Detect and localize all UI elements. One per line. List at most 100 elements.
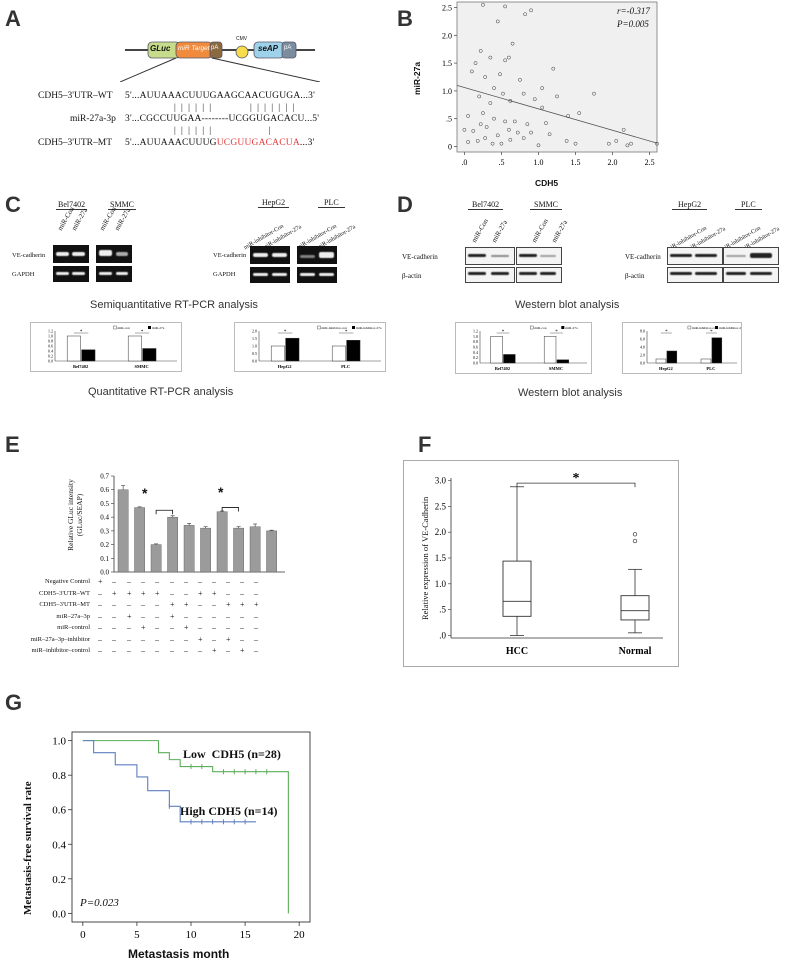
data-point — [471, 129, 476, 133]
panel-label-d: D — [397, 192, 413, 217]
legend-swatch — [317, 325, 321, 330]
e-sign-cell: + — [141, 588, 146, 598]
e-sign-cell: – — [112, 600, 116, 609]
band — [540, 272, 556, 275]
band — [272, 273, 287, 276]
e-sign-cell: – — [240, 623, 244, 632]
x-tick-label: 1.5 — [571, 158, 581, 167]
data-point — [577, 111, 582, 115]
data-point — [529, 130, 533, 135]
bar — [127, 335, 142, 362]
e-sign-cell: – — [226, 646, 230, 655]
y-tick-label: 0.0 — [640, 361, 645, 366]
e-sign-cell: – — [212, 600, 216, 609]
sig-bracket — [516, 482, 636, 488]
sig-star: * — [141, 330, 144, 335]
data-point — [566, 114, 570, 118]
band — [300, 273, 315, 276]
data-point — [607, 141, 611, 146]
e-row-label: miR–control — [57, 624, 90, 631]
y-tick-label: 0.2 — [48, 354, 53, 359]
sig-star: * — [284, 330, 287, 335]
category-label: Bel7402 — [495, 366, 511, 371]
y-tick-label: 0 — [448, 142, 452, 151]
e-sign-cell: – — [254, 623, 258, 632]
gel-c-4b — [297, 267, 337, 283]
band — [695, 254, 717, 257]
legend-swatch — [530, 325, 534, 330]
data-point — [478, 122, 483, 127]
band — [468, 272, 486, 275]
c-row-gapdh-right: GAPDH — [213, 271, 236, 278]
legend-label: miR-con — [534, 326, 546, 330]
d-group-smmc: SMMC — [530, 200, 563, 210]
data-point — [547, 132, 552, 137]
y-tick-label: 0.0 — [473, 361, 478, 366]
bar — [117, 489, 129, 573]
e-sign-cell: – — [254, 611, 258, 621]
e-sign-cell: + — [254, 600, 259, 609]
legend-swatch — [352, 326, 355, 329]
e-sign-cell: – — [184, 588, 188, 598]
e-sign-cell: – — [127, 577, 131, 586]
survival-curve — [82, 740, 256, 823]
scatter-plot-b: .0 .5 1.0 1.5 2.0 2.5 0 .5 1.0 1.5 2.0 2.5 — [442, 1, 659, 167]
band — [116, 252, 128, 256]
c-group-bel7402: Bel7402 — [56, 200, 88, 210]
bar — [285, 337, 300, 362]
e-sign-cell: – — [198, 646, 202, 655]
bar — [249, 526, 261, 573]
data-point — [523, 12, 527, 17]
e-sign-cell: + — [141, 623, 146, 632]
construct-gluc: GLuc — [150, 44, 171, 53]
outlier — [632, 538, 638, 544]
e-sign-cell: + — [240, 646, 245, 655]
y-tick-label: 0.1 — [100, 555, 109, 563]
e-sign-cell: – — [112, 611, 116, 621]
band — [726, 255, 746, 257]
d-row-actin-right: β-actin — [625, 272, 645, 280]
seq-mt-mutation: UCGUUGACACUA — [216, 138, 300, 148]
y-tick-label: 4.0 — [640, 345, 645, 350]
y-tick-label: 1.0 — [52, 736, 66, 748]
g-ylabel: Metastasis-free survival rate — [22, 781, 34, 915]
fit-line — [456, 84, 658, 144]
y-tick-label: 0.2 — [100, 541, 109, 549]
e-sign-cell: – — [170, 634, 174, 644]
bar — [216, 511, 228, 573]
seq-mt-prefix: 5'...AUUAAACUUUG — [125, 138, 217, 148]
y-tick-label: 0.2 — [52, 874, 66, 886]
e-sign-cell: – — [127, 600, 131, 609]
sig-star: * — [710, 330, 713, 335]
e-sign-cell: – — [112, 623, 116, 632]
legend-swatch — [561, 326, 565, 329]
data-point — [481, 2, 485, 7]
y-tick-label: 0.3 — [100, 527, 109, 535]
seq-mir: 3'...CGCCUUGAA--------UCGGUGACACU...5' — [125, 114, 320, 124]
band — [670, 254, 692, 257]
y-tick-label: 1.5 — [442, 59, 452, 68]
d-lane-1: miR-Con — [470, 217, 490, 244]
band — [253, 273, 268, 276]
wb-d-1a — [465, 247, 515, 265]
y-tick-label: 0.4 — [473, 350, 478, 355]
f-frame — [403, 460, 679, 667]
data-point — [508, 99, 513, 103]
data-point — [466, 140, 470, 144]
y-tick-label: 0.6 — [100, 486, 109, 494]
band — [72, 252, 85, 256]
e-sign-cell: – — [155, 634, 159, 644]
data-point — [536, 143, 541, 148]
bar — [66, 335, 81, 362]
e-sign-cell: + — [155, 588, 160, 598]
e-sign-cell: – — [98, 588, 102, 598]
d-row-actin: β-actin — [402, 272, 422, 280]
data-point — [564, 139, 569, 143]
y-tick-label: 0.2 — [473, 355, 478, 360]
bar — [556, 359, 569, 364]
e-row-label: miR–27a–3p–inhibitor — [30, 635, 90, 643]
y-tick-label: 0.4 — [48, 349, 53, 354]
e-sign-cell: + — [170, 600, 175, 609]
band — [272, 253, 287, 257]
e-sign-cell: – — [98, 646, 102, 655]
